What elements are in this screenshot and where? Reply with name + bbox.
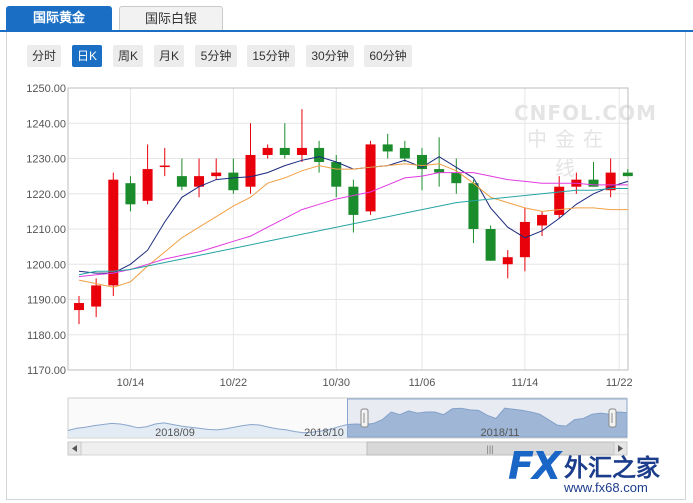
y-tick-label: 1230.00 bbox=[26, 154, 66, 166]
period-30min-button[interactable]: 30分钟 bbox=[306, 45, 354, 67]
plot-area-border bbox=[67, 87, 629, 371]
ma60-line bbox=[78, 188, 628, 276]
candle-body bbox=[108, 179, 119, 286]
scrollbar-grip: ||| bbox=[486, 444, 493, 454]
period-60min-button[interactable]: 60分钟 bbox=[364, 45, 412, 67]
candle-body bbox=[348, 186, 359, 215]
candle-body bbox=[125, 183, 136, 205]
navigator-date-label: 2018/10 bbox=[304, 427, 344, 439]
candle-body bbox=[331, 162, 342, 187]
x-tick-label: 11/14 bbox=[512, 377, 539, 389]
period-weekly-button[interactable]: 周K bbox=[113, 45, 143, 67]
candle-body bbox=[485, 229, 496, 261]
x-tick-label: 10/22 bbox=[220, 377, 248, 389]
navigator: 2018/09 2018/10 2018/11 ||| bbox=[67, 397, 628, 456]
candle-body bbox=[588, 179, 599, 187]
y-tick-label: 1250.00 bbox=[26, 83, 66, 95]
fx68-logo: FX 外汇之家 www.fx68.com bbox=[500, 444, 693, 503]
candle-body bbox=[262, 147, 273, 155]
candles bbox=[74, 109, 633, 325]
period-15min-button[interactable]: 15分钟 bbox=[247, 45, 295, 67]
candle-body bbox=[228, 172, 239, 191]
candle-body bbox=[537, 214, 548, 226]
candle-body bbox=[622, 172, 633, 177]
y-tick-label: 1180.00 bbox=[27, 330, 66, 342]
x-tick-label: 10/14 bbox=[117, 377, 145, 389]
ma10-line bbox=[78, 163, 628, 288]
candle-body bbox=[554, 186, 565, 215]
ma20-line bbox=[78, 172, 628, 278]
candle-body bbox=[245, 154, 256, 187]
y-tick-label: 1240.00 bbox=[26, 118, 66, 130]
candle-body bbox=[142, 169, 153, 201]
navigator-selected-area bbox=[347, 408, 627, 437]
x-axis-labels: 10/14 10/22 10/30 11/06 11/14 11/22 bbox=[117, 377, 633, 389]
navigator-series bbox=[67, 398, 628, 438]
candle-body bbox=[519, 221, 530, 258]
navigator-date-label: 2018/09 bbox=[155, 427, 195, 439]
scroll-right-arrow-icon bbox=[618, 445, 623, 452]
candle-body bbox=[365, 144, 376, 212]
candle-body bbox=[296, 147, 307, 155]
tab-gold[interactable]: 国际黄金 bbox=[6, 6, 112, 30]
candle-body bbox=[502, 257, 513, 265]
chart-panel bbox=[6, 32, 686, 500]
period-5min-button[interactable]: 5分钟 bbox=[195, 45, 237, 67]
moving-average-lines bbox=[78, 156, 628, 288]
candle-body bbox=[451, 172, 462, 184]
x-tick-label: 10/30 bbox=[322, 377, 350, 389]
tab-silver[interactable]: 国际白银 bbox=[119, 6, 223, 30]
candle-body bbox=[91, 285, 102, 307]
y-tick-label: 1210.00 bbox=[26, 224, 66, 236]
candle-body bbox=[74, 303, 84, 311]
candle-body bbox=[194, 176, 205, 187]
period-daily-button[interactable]: 日K bbox=[72, 45, 102, 67]
x-tick-label: 11/22 bbox=[606, 377, 633, 389]
candle-body bbox=[399, 147, 410, 159]
x-tick-label: 11/06 bbox=[409, 377, 436, 389]
y-tick-label: 1220.00 bbox=[26, 189, 66, 201]
y-tick-label: 1190.00 bbox=[27, 295, 66, 307]
period-monthly-button[interactable]: 月K bbox=[154, 45, 184, 67]
fx-logo-url: www.fx68.com bbox=[564, 480, 648, 495]
candle-body bbox=[417, 154, 427, 170]
candle-body bbox=[211, 172, 222, 177]
candle-body bbox=[382, 144, 393, 152]
fx-logo-name: 外汇之家 bbox=[564, 455, 660, 482]
navigator-labels: 2018/09 2018/10 2018/11 bbox=[155, 427, 519, 439]
candle-body bbox=[434, 169, 445, 173]
fx-logo-mark: FX bbox=[508, 444, 561, 488]
candle-body bbox=[314, 147, 325, 163]
navigator-window bbox=[347, 398, 628, 438]
candle-body bbox=[279, 147, 290, 155]
y-tick-label: 1200.00 bbox=[26, 259, 66, 271]
navigator-date-label: 2018/11 bbox=[481, 427, 520, 439]
period-intraday-button[interactable]: 分时 bbox=[27, 45, 61, 67]
y-tick-label: 1170.00 bbox=[27, 365, 66, 377]
y-axis-labels: 1250.00 1240.00 1230.00 1220.00 1210.00 1200.… bbox=[26, 83, 66, 377]
candle-body bbox=[468, 183, 479, 229]
candle-body bbox=[176, 176, 187, 187]
tab-bar: 国际黄金 国际白银 bbox=[0, 0, 693, 32]
scroll-left-arrow-icon bbox=[72, 445, 77, 452]
candle-body bbox=[159, 165, 170, 168]
candle-body bbox=[605, 172, 616, 191]
